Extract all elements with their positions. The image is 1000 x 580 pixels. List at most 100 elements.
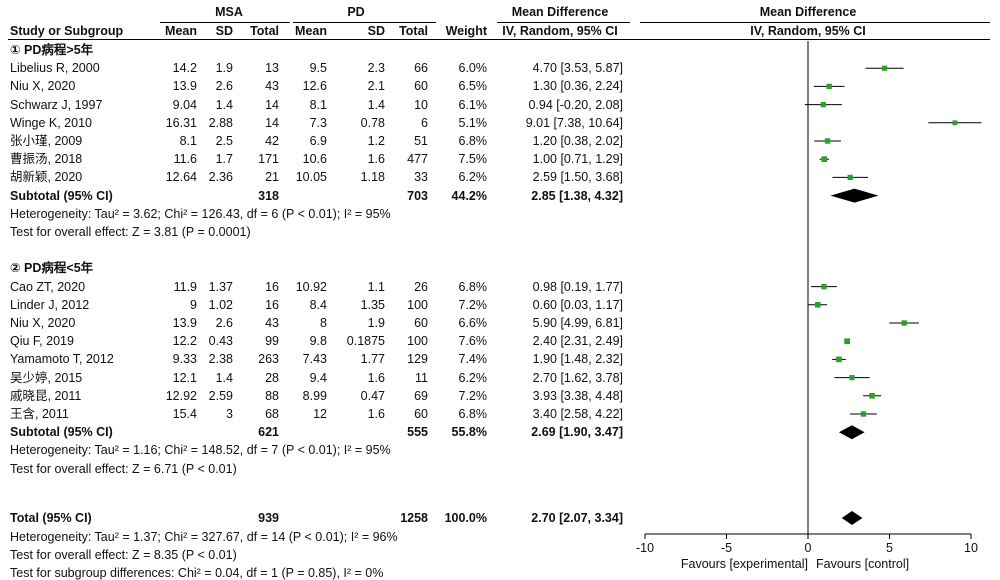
study-name: Linder J, 2012 bbox=[10, 297, 90, 312]
summary-n1: 318 bbox=[258, 188, 279, 203]
study-ci: 1.20 [0.38, 2.02] bbox=[532, 134, 623, 148]
study-weight: 6.6% bbox=[458, 316, 488, 330]
summary-weight: 55.8% bbox=[451, 425, 487, 440]
x-tick-label: 10 bbox=[964, 541, 978, 555]
study-m2: 10.6 bbox=[302, 152, 327, 167]
study-n2: 66 bbox=[414, 61, 428, 76]
subgroup-label: ① PD病程>5年 bbox=[10, 43, 94, 57]
overall-effect-text: Test for overall effect: Z = 3.81 (P = 0… bbox=[10, 225, 251, 239]
study-name: 胡新颖, 2020 bbox=[10, 170, 83, 185]
pooled-diamond bbox=[838, 425, 865, 440]
study-sd1: 2.38 bbox=[208, 352, 233, 367]
effect-point bbox=[847, 174, 853, 181]
summary-ci: 2.85 [1.38, 4.32] bbox=[531, 188, 623, 203]
study-weight: 6.1% bbox=[458, 97, 488, 112]
pooled-diamond bbox=[841, 511, 863, 525]
study-n2: 69 bbox=[414, 388, 428, 403]
study-sd2: 1.35 bbox=[360, 297, 385, 312]
study-n1: 16 bbox=[265, 279, 279, 294]
study-n2: 60 bbox=[414, 316, 428, 330]
study-m1: 11.6 bbox=[173, 152, 197, 167]
study-sd2: 1.9 bbox=[367, 316, 385, 330]
plot-header-underline bbox=[640, 22, 990, 23]
effect-point bbox=[821, 156, 828, 163]
effect-point bbox=[836, 356, 842, 363]
plot-header-method: IV, Random, 95% CI bbox=[750, 24, 866, 38]
study-weight: 6.2% bbox=[458, 370, 488, 385]
study-m2: 9.8 bbox=[309, 334, 327, 349]
study-n1: 171 bbox=[258, 152, 279, 167]
study-sd2: 1.2 bbox=[367, 134, 385, 148]
column-header-m2: Mean bbox=[295, 24, 327, 38]
study-n2: 33 bbox=[414, 170, 428, 185]
summary-label: Total (95% CI) bbox=[10, 511, 92, 525]
study-weight: 5.1% bbox=[458, 115, 488, 130]
study-n1: 14 bbox=[265, 115, 279, 130]
study-name: Libelius R, 2000 bbox=[10, 61, 100, 76]
study-m1: 9.04 bbox=[172, 97, 197, 112]
study-m2: 9.4 bbox=[309, 370, 327, 385]
study-m2: 12 bbox=[313, 407, 327, 421]
study-n2: 26 bbox=[414, 279, 428, 294]
column-header-sd1: SD bbox=[215, 24, 233, 38]
study-n1: 16 bbox=[265, 297, 279, 312]
study-sd1: 1.37 bbox=[208, 279, 233, 294]
study-m1: 14.2 bbox=[172, 61, 197, 76]
study-m1: 11.9 bbox=[173, 279, 197, 294]
study-ci: 1.00 [0.71, 1.29] bbox=[532, 152, 623, 167]
x-tick-label: -5 bbox=[720, 541, 733, 555]
study-n1: 21 bbox=[265, 170, 279, 185]
summary-n2: 703 bbox=[407, 188, 428, 203]
summary-n1: 621 bbox=[258, 425, 279, 440]
study-m2: 12.6 bbox=[302, 79, 327, 94]
study-name: 张小瑾, 2009 bbox=[10, 134, 83, 148]
study-m2: 10.92 bbox=[295, 279, 327, 294]
effect-point bbox=[849, 374, 855, 381]
column-header-n1: Total bbox=[250, 24, 279, 38]
effect-point bbox=[860, 411, 867, 417]
favours-experimental-label: Favours [experimental] bbox=[680, 557, 808, 571]
study-n2: 477 bbox=[407, 152, 428, 167]
study-sd2: 1.4 bbox=[367, 97, 385, 112]
study-sd2: 0.1875 bbox=[346, 334, 385, 349]
study-ci: 0.98 [0.19, 1.77] bbox=[532, 279, 623, 294]
study-m1: 12.64 bbox=[165, 170, 197, 185]
summary-n1: 939 bbox=[258, 511, 279, 525]
study-sd2: 1.77 bbox=[360, 352, 385, 367]
study-weight: 6.0% bbox=[458, 61, 488, 76]
study-m2: 6.9 bbox=[309, 134, 327, 148]
study-sd2: 0.78 bbox=[360, 115, 385, 130]
study-m1: 8.1 bbox=[179, 134, 197, 148]
effect-point bbox=[820, 102, 826, 108]
study-sd1: 2.6 bbox=[215, 316, 233, 330]
study-name: 戚晓昆, 2011 bbox=[10, 388, 82, 403]
summary-label: Subtotal (95% CI) bbox=[10, 425, 113, 440]
study-sd2: 1.6 bbox=[367, 152, 385, 167]
study-sd1: 2.5 bbox=[215, 134, 233, 148]
summary-n2: 1258 bbox=[400, 511, 428, 525]
study-weight: 6.5% bbox=[458, 79, 488, 94]
effect-point bbox=[844, 338, 850, 345]
study-m1: 12.2 bbox=[172, 334, 197, 349]
study-weight: 7.6% bbox=[458, 334, 488, 349]
study-name: Schwarz J, 1997 bbox=[10, 97, 103, 112]
study-n2: 129 bbox=[407, 352, 428, 367]
plot-header-title: Mean Difference bbox=[759, 5, 857, 19]
study-weight: 6.8% bbox=[458, 134, 488, 148]
effect-point bbox=[821, 283, 827, 290]
effect-point bbox=[869, 393, 875, 399]
study-sd2: 2.3 bbox=[367, 61, 385, 76]
study-weight: 7.2% bbox=[458, 297, 488, 312]
study-m2: 7.43 bbox=[302, 352, 327, 367]
md-header-underline bbox=[497, 22, 630, 23]
study-sd1: 1.02 bbox=[208, 297, 233, 312]
study-m1: 12.1 bbox=[172, 370, 197, 385]
study-m1: 13.9 bbox=[172, 79, 197, 94]
effect-point bbox=[952, 120, 958, 126]
study-ci: 3.40 [2.58, 4.22] bbox=[532, 407, 623, 421]
x-tick-label: -10 bbox=[635, 541, 655, 555]
study-sd1: 1.4 bbox=[215, 370, 233, 385]
study-sd2: 1.1 bbox=[367, 279, 385, 294]
